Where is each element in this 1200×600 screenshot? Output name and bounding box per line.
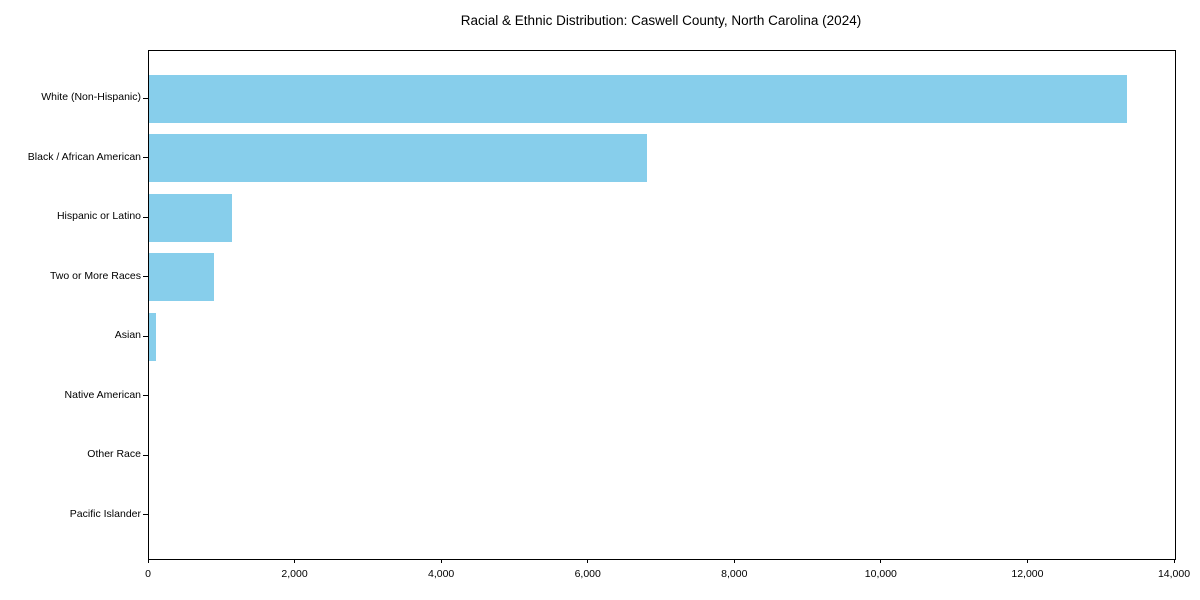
y-tick	[143, 216, 148, 218]
x-tick-label: 10,000	[864, 568, 897, 580]
y-tick-label: Hispanic or Latino	[56, 210, 141, 222]
x-tick-label: 6,000	[574, 568, 601, 580]
x-tick-label: 4,000	[428, 568, 455, 580]
y-tick	[143, 335, 148, 337]
y-tick	[143, 454, 148, 456]
y-tick-label: Native American	[64, 388, 141, 401]
y-tick-label: Asian	[114, 329, 141, 341]
y-tick	[143, 97, 148, 99]
y-tick	[143, 395, 148, 396]
bar-white-non-hispanic	[149, 74, 1128, 123]
bar-asian	[149, 312, 157, 361]
x-tick	[587, 559, 589, 563]
y-tick	[143, 514, 148, 515]
x-tick	[1173, 559, 1175, 563]
x-tick-label: 12,000	[1011, 568, 1044, 580]
y-tick-label: Other Race	[87, 448, 141, 460]
x-tick	[440, 559, 442, 563]
x-tick	[1026, 559, 1028, 563]
y-tick-label: White (Non-Hispanic)	[41, 91, 141, 103]
x-tick	[147, 559, 149, 563]
y-tick	[143, 276, 148, 277]
x-tick	[294, 559, 296, 563]
x-tick-label: 8,000	[721, 568, 748, 580]
bar-black-african-american	[149, 134, 648, 182]
y-tick	[143, 157, 148, 158]
y-tick-label: Pacific Islander	[69, 507, 141, 520]
x-tick-label: 2,000	[281, 568, 308, 580]
x-tick-label: 14,000	[1157, 568, 1191, 580]
x-tick	[733, 559, 735, 563]
bar-two-or-more-races	[149, 253, 215, 301]
bar-hispanic-or-latino	[149, 193, 232, 242]
chart-title: Racial & Ethnic Distribution: Caswell Co…	[460, 13, 862, 28]
plot-area	[148, 50, 1176, 560]
y-tick-label: Two or More Races	[49, 269, 141, 282]
y-tick-label: Black / African American	[27, 150, 141, 163]
x-tick-label: 0	[145, 568, 151, 580]
x-tick	[880, 559, 882, 563]
